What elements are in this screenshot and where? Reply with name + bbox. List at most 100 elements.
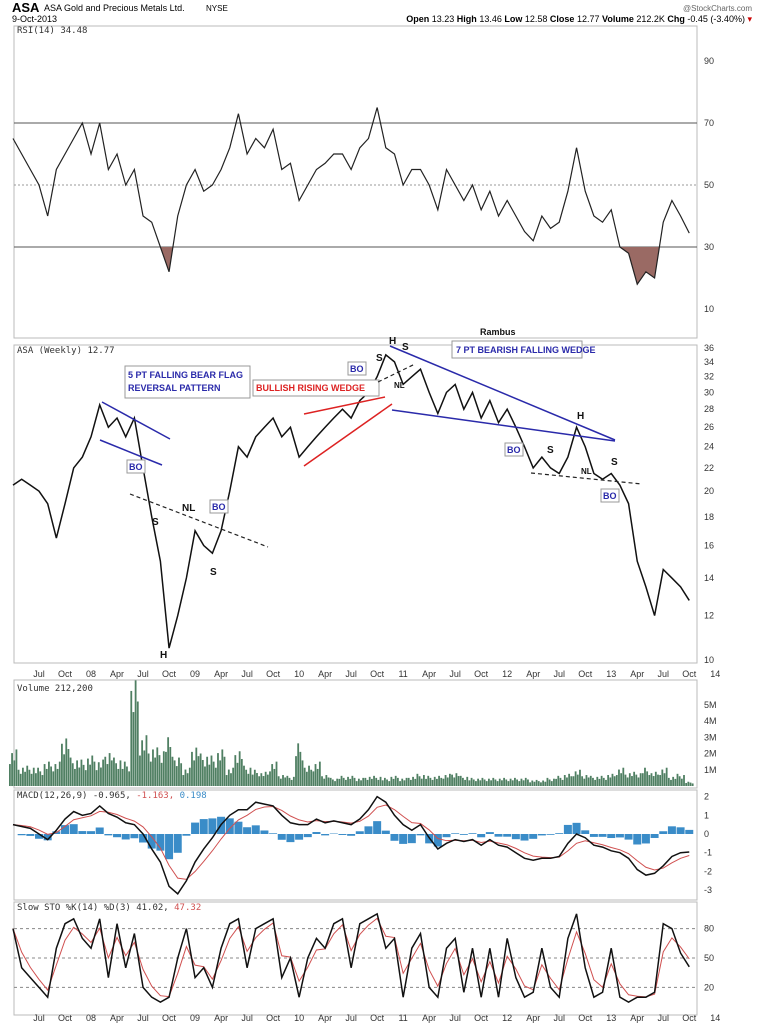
volume-bar bbox=[648, 775, 651, 786]
x-axis-label: Jul bbox=[33, 669, 45, 679]
macd-histogram-bar bbox=[312, 832, 321, 834]
volume-bar bbox=[104, 756, 107, 786]
rsi-tick: 70 bbox=[704, 118, 714, 128]
price-tick: 14 bbox=[704, 573, 714, 583]
macd-histogram-bar bbox=[165, 834, 174, 860]
volume-bar bbox=[19, 773, 22, 786]
volume-bar bbox=[537, 781, 540, 786]
volume-bar bbox=[271, 764, 274, 786]
volume-bar bbox=[193, 760, 196, 786]
volume-bar bbox=[184, 769, 187, 786]
macd-signal-line bbox=[12, 804, 690, 880]
sto-tick: 20 bbox=[704, 982, 714, 992]
macd-histogram-bar bbox=[95, 827, 104, 834]
volume-bar bbox=[119, 760, 122, 786]
volume-bar bbox=[89, 764, 91, 786]
macd-histogram-bar bbox=[381, 830, 390, 834]
x-axis-label: Oct bbox=[370, 1013, 385, 1023]
volume-bar bbox=[548, 779, 551, 786]
volume-bar bbox=[383, 777, 386, 786]
volume-bar bbox=[559, 777, 562, 786]
volume-bar bbox=[540, 782, 542, 786]
volume-bar bbox=[490, 780, 492, 786]
x-axis-label: Jul bbox=[137, 1013, 149, 1023]
volume-bar bbox=[162, 751, 165, 786]
volume-bar bbox=[516, 779, 518, 786]
volume-bar bbox=[123, 761, 126, 786]
volume-bar bbox=[87, 758, 89, 786]
volume-bar bbox=[596, 776, 599, 786]
volume-bar bbox=[284, 777, 287, 786]
volume-bar bbox=[91, 755, 94, 786]
macd-histogram-bar bbox=[442, 834, 451, 838]
volume-bar bbox=[316, 768, 319, 786]
volume-bar bbox=[579, 769, 581, 786]
volume-bar bbox=[63, 754, 65, 786]
volume-bar bbox=[379, 776, 382, 786]
macd-histogram-bar bbox=[520, 834, 529, 841]
volume-bar bbox=[498, 778, 501, 786]
neckline-2008 bbox=[129, 493, 269, 548]
macd-histogram-bar bbox=[433, 834, 442, 847]
volume-bar bbox=[485, 781, 488, 786]
volume-bar bbox=[74, 768, 76, 786]
volume-bar bbox=[633, 771, 636, 786]
volume-bar bbox=[598, 778, 601, 786]
volume-bar bbox=[399, 781, 401, 786]
volume-bar bbox=[481, 777, 484, 786]
volume-bar bbox=[286, 775, 289, 786]
macd-histogram-bar bbox=[650, 834, 659, 838]
volume-bar bbox=[360, 780, 362, 786]
volume-bar bbox=[364, 777, 367, 786]
macd-histogram-bar bbox=[485, 832, 494, 834]
macd-histogram-bar bbox=[563, 824, 572, 834]
volume-bar bbox=[32, 767, 35, 786]
volume-bar bbox=[464, 779, 466, 786]
macd-histogram-bar bbox=[624, 834, 633, 840]
volume-bar bbox=[403, 780, 406, 786]
volume-bar bbox=[429, 777, 432, 786]
bear-flag-text-1: 5 PT FALLING BEAR FLAG bbox=[128, 370, 243, 380]
volume-bar bbox=[71, 763, 74, 786]
volume-bar bbox=[561, 779, 564, 786]
macd-histogram-bar bbox=[407, 834, 416, 844]
macd-histogram-bar bbox=[511, 834, 520, 840]
volume-bar bbox=[531, 780, 534, 786]
volume-bar bbox=[191, 751, 193, 786]
volume-bar bbox=[258, 776, 261, 786]
svg-text:S: S bbox=[376, 353, 383, 364]
date: 9-Oct-2013 bbox=[12, 14, 57, 24]
volume-bar bbox=[56, 768, 59, 786]
volume-bar bbox=[247, 773, 250, 786]
volume-bar bbox=[219, 760, 222, 786]
volume-bar bbox=[331, 779, 334, 786]
volume-bar bbox=[416, 773, 419, 786]
volume-bar bbox=[659, 775, 662, 786]
price-tick: 22 bbox=[704, 463, 714, 473]
volume-bar bbox=[442, 778, 445, 786]
volume-bar bbox=[69, 757, 72, 786]
volume-bar bbox=[238, 751, 241, 786]
volume-bar bbox=[652, 776, 655, 786]
macd-histogram-bar bbox=[61, 825, 70, 834]
volume-bar bbox=[28, 769, 31, 786]
volume-bar bbox=[245, 769, 248, 786]
sto-d-line bbox=[12, 917, 690, 998]
volume-bar bbox=[232, 767, 235, 786]
volume-bar bbox=[483, 779, 486, 786]
x-axis-label: 12 bbox=[502, 1013, 512, 1023]
volume-bar bbox=[342, 777, 345, 786]
volume-bar bbox=[407, 777, 410, 786]
volume-bar bbox=[13, 760, 16, 786]
volume-bar bbox=[113, 757, 115, 786]
volume-bar bbox=[663, 773, 666, 786]
macd-histogram-bar bbox=[173, 834, 182, 853]
macd-histogram-bar bbox=[451, 833, 460, 834]
volume-bar bbox=[405, 777, 408, 786]
volume-bar bbox=[297, 743, 300, 786]
macd-tick: 2 bbox=[704, 792, 709, 802]
macd-histogram-bar bbox=[43, 834, 52, 841]
svg-text:H: H bbox=[160, 650, 167, 661]
macd-histogram-bar bbox=[277, 834, 286, 840]
